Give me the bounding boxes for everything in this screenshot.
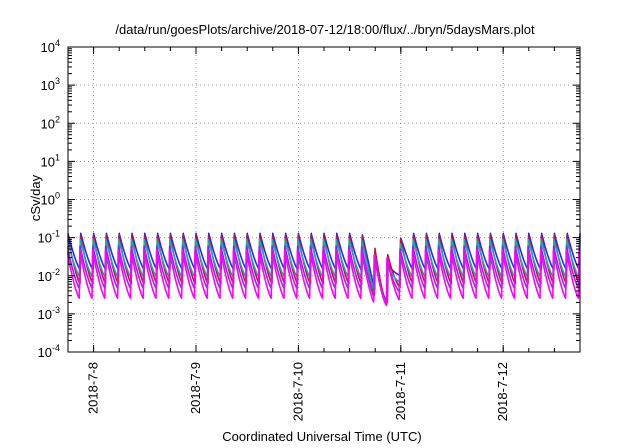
plot-area	[67, 232, 581, 307]
y-tick-label: 10-4	[38, 343, 60, 360]
y-tick-label: 10-2	[38, 267, 60, 284]
y-tick-label: 10-3	[38, 305, 60, 322]
y-tick-label: 104	[41, 38, 60, 55]
y-tick-label: 103	[41, 76, 60, 93]
y-axis-label: cSv/day	[28, 174, 43, 221]
series-line	[67, 232, 581, 301]
x-axis: 2018-7-8 2018-7-9 2018-7-10 2018-7-11 2018-7…	[67, 47, 581, 421]
series-line	[67, 245, 581, 305]
y-tick-label: 10-1	[38, 229, 60, 246]
x-axis-label: Coordinated Universal Time (UTC)	[222, 429, 421, 444]
x-tick-label: 2018-7-8	[86, 362, 101, 414]
x-tick-label: 2018-7-9	[188, 362, 203, 414]
grid-lines	[68, 47, 580, 352]
y-tick-label: 100	[41, 191, 60, 208]
x-tick-label: 2018-7-11	[393, 362, 408, 420]
series-line	[67, 250, 581, 307]
x-tick-label: 2018-7-12	[495, 362, 510, 421]
y-axis: 10-4 10-3 10-2 10-1 100 101 102 103 104	[38, 38, 580, 360]
y-tick-label: 102	[41, 114, 60, 131]
series-line	[67, 238, 581, 303]
chart-title: /data/run/goesPlots/archive/2018-07-12/1…	[115, 22, 535, 37]
x-tick-label: 2018-7-10	[290, 362, 305, 421]
y-tick-label: 101	[41, 152, 60, 169]
